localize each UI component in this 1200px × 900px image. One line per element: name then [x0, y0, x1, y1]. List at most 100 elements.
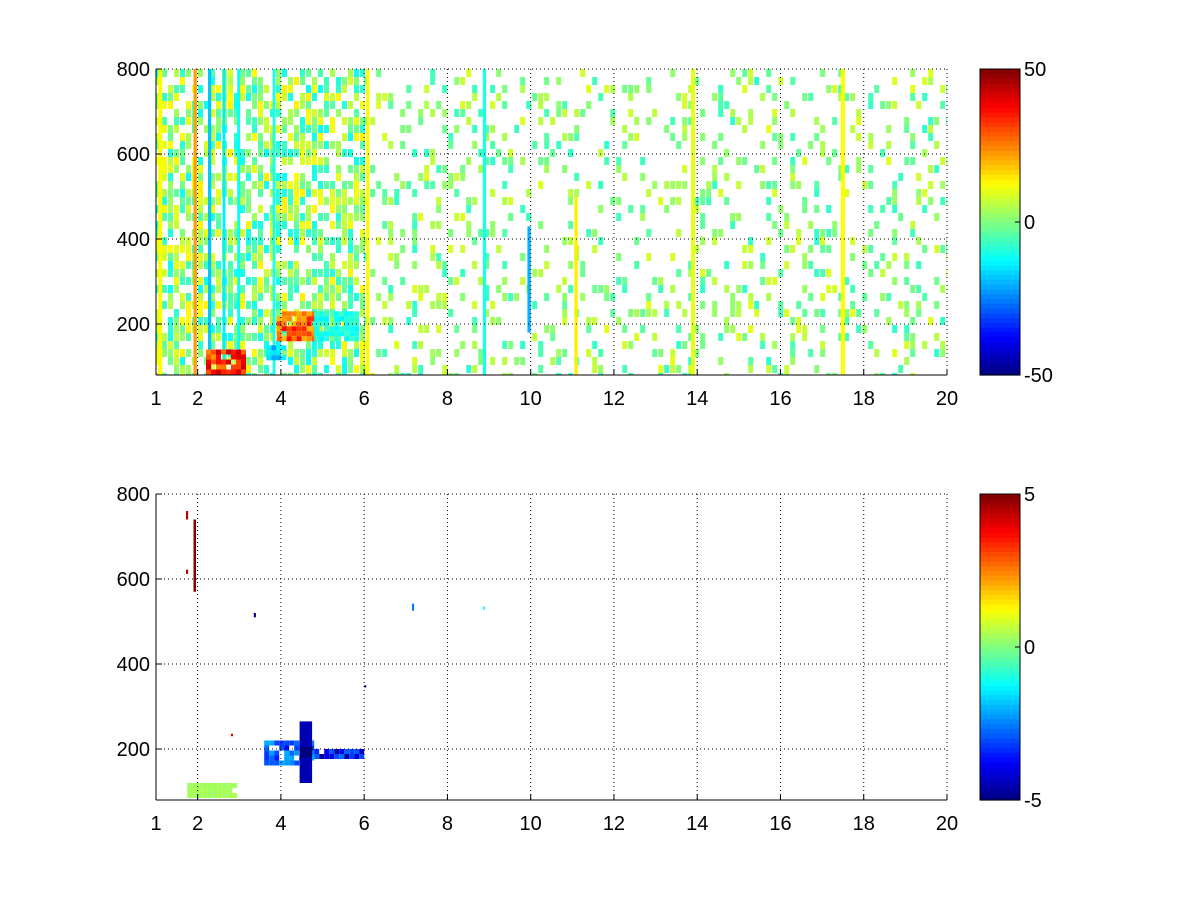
heatmap-blob-9 [187, 783, 238, 798]
colorbar-step [980, 651, 1020, 658]
colorbar-tick-label: 0 [1024, 637, 1035, 659]
heatmap-point-6 [482, 606, 485, 610]
y-tick-label: 200 [117, 314, 150, 336]
y-tick-label: 800 [117, 484, 150, 506]
x-tick-label: 18 [853, 813, 875, 835]
colorbar-step [980, 260, 1020, 266]
heatmap-point-7 [364, 685, 367, 688]
heatmap-column-3 [158, 69, 163, 375]
heatmap-column-11 [527, 226, 531, 333]
x-tick-label: 12 [603, 813, 625, 835]
colorbar-step [980, 551, 1020, 557]
colorbar-step [980, 312, 1020, 319]
colorbar-step [980, 756, 1020, 763]
colorbar-step [980, 279, 1020, 285]
x-tick-label: 12 [603, 388, 625, 410]
heatmap-column-8 [272, 69, 276, 375]
x-tick-label: 10 [520, 813, 542, 835]
x-tick-label: 16 [769, 813, 791, 835]
colorbar-step [980, 780, 1020, 787]
colorbar-step [980, 647, 1020, 653]
colorbar: -5 0 5 [979, 484, 1042, 812]
heatmap-cells [186, 511, 485, 798]
colorbar-step [980, 747, 1020, 753]
y-tick-label: 600 [117, 569, 150, 591]
colorbar-step [980, 632, 1020, 639]
colorbar-step [980, 675, 1020, 682]
heatmap-point-5 [412, 603, 415, 611]
colorbar-step [980, 269, 1020, 276]
x-tick-label: 1 [150, 388, 161, 410]
colorbar-step [980, 580, 1020, 586]
colorbar-step [980, 202, 1020, 209]
colorbar-step [980, 83, 1020, 89]
colorbar-step [980, 627, 1020, 634]
colorbar-step [980, 265, 1020, 271]
colorbar-step [980, 121, 1020, 127]
heatmap-blob-11 [314, 749, 365, 759]
colorbar-step [980, 618, 1020, 624]
heatmap-column-14 [840, 69, 845, 375]
colorbar-step [980, 690, 1020, 696]
colorbar-step [980, 293, 1020, 300]
y-tick-label: 400 [117, 229, 150, 251]
heatmap-point-2 [186, 511, 189, 520]
colorbar: -50 0 50 [979, 59, 1053, 387]
grid-lines [156, 68, 948, 375]
colorbar-step [980, 346, 1020, 352]
colorbar-step [980, 174, 1020, 180]
colorbar-step [980, 69, 1020, 75]
colorbar-step [980, 159, 1020, 166]
colorbar-step [980, 556, 1020, 562]
x-tick-label: 1 [150, 813, 161, 835]
colorbar-step [980, 274, 1020, 280]
colorbar-step [980, 222, 1020, 228]
colorbar-step [980, 532, 1020, 538]
colorbar-step [980, 685, 1020, 691]
heatmap-blob-18 [314, 311, 360, 342]
heatmap-point-3 [186, 569, 189, 574]
colorbar-step [980, 737, 1020, 744]
colorbar-step [980, 694, 1020, 701]
colorbar-step [980, 145, 1020, 151]
colorbar-step [980, 212, 1020, 218]
colorbar-step [980, 236, 1020, 242]
colorbar-step [980, 723, 1020, 729]
colorbar-step [980, 680, 1020, 686]
heatmap-column-6 [222, 69, 226, 375]
colorbar-step [980, 355, 1020, 362]
heatmap-column-7 [237, 69, 241, 375]
colorbar-step [980, 570, 1020, 576]
colorbar-tick-label: -5 [1024, 790, 1042, 812]
colorbar-tick-label: 50 [1024, 59, 1046, 81]
colorbar-tick-label: 5 [1024, 484, 1035, 506]
heatmap-column-12 [574, 196, 578, 375]
colorbar-step [980, 733, 1020, 739]
x-tick-label: 6 [359, 813, 370, 835]
colorbar-step [980, 508, 1020, 514]
heatmap-blob-17 [276, 311, 317, 342]
colorbar-step [980, 599, 1020, 605]
colorbar-step [980, 718, 1020, 725]
heatmap-column-9 [366, 69, 370, 375]
colorbar-step [980, 155, 1020, 161]
heatmap-column-4 [193, 69, 197, 375]
colorbar-step [980, 102, 1020, 108]
colorbar-step [980, 365, 1020, 371]
colorbar-step [980, 699, 1020, 705]
colorbar-step [980, 284, 1020, 290]
x-tick-label: 18 [853, 388, 875, 410]
colorbar-step [980, 217, 1020, 223]
colorbar-step [980, 589, 1020, 596]
colorbar-step [980, 164, 1020, 171]
colorbar-step [980, 790, 1020, 796]
colorbar-step [980, 766, 1020, 772]
colorbar-step [980, 107, 1020, 113]
x-tick-label: 14 [686, 388, 708, 410]
x-tick-label: 16 [769, 388, 791, 410]
colorbar-step [980, 288, 1020, 295]
colorbar-step [980, 336, 1020, 343]
